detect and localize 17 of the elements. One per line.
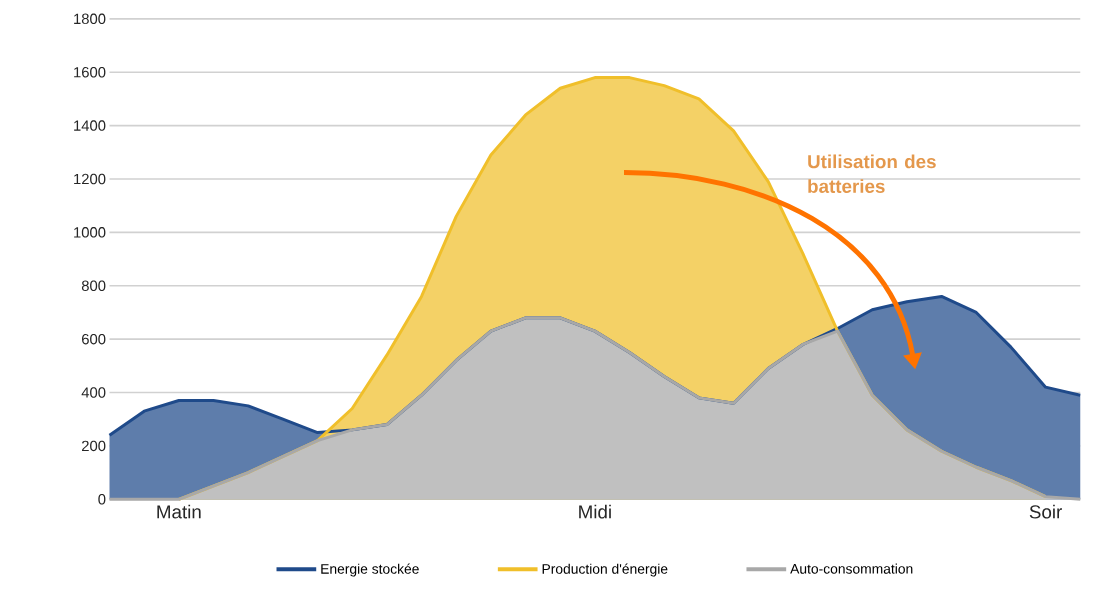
y-tick-label: 1200 — [74, 173, 106, 185]
y-tick-label: 0 — [98, 493, 106, 505]
y-tick-label: 800 — [81, 280, 106, 291]
x-tick-label: Soir — [1029, 504, 1062, 519]
y-tick-label: 400 — [81, 387, 106, 398]
y-tick-label: 1600 — [74, 66, 106, 78]
legend-label: Auto-consommation — [790, 563, 913, 574]
x-tick-label: Midi — [579, 504, 611, 519]
legend-label: Production d'énergie — [542, 563, 668, 577]
y-tick-label: 1000 — [74, 226, 106, 238]
legend-label: Energie stockée — [321, 563, 419, 577]
y-tick-label: 600 — [82, 333, 106, 345]
y-tick-label: 1400 — [74, 120, 106, 131]
y-tick-label: 1800 — [74, 13, 106, 24]
annotation: Utilisation des batteries — [808, 154, 936, 193]
y-tick-label: 200 — [82, 440, 106, 451]
x-tick-label: Matin — [157, 504, 201, 519]
